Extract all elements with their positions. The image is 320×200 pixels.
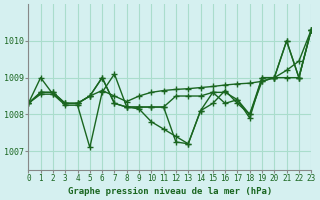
X-axis label: Graphe pression niveau de la mer (hPa): Graphe pression niveau de la mer (hPa) (68, 187, 272, 196)
